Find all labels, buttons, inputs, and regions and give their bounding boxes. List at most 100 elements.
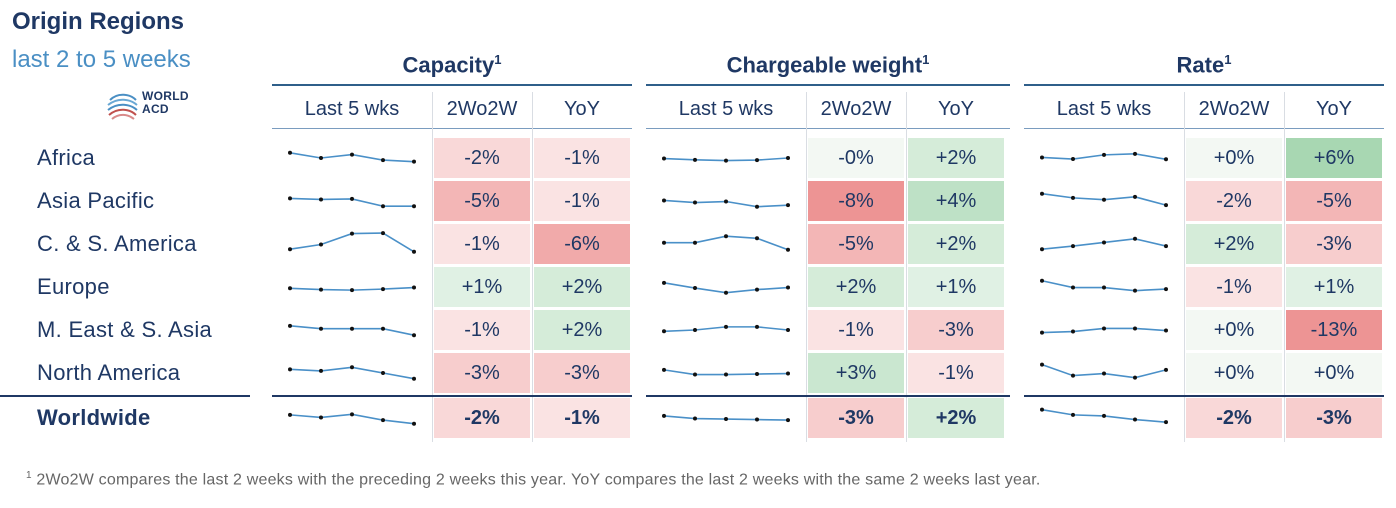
cell-2wo2w: -3% bbox=[808, 398, 904, 438]
sparkline-point bbox=[693, 328, 697, 332]
footnote-text: 2Wo2W compares the last 2 weeks with the… bbox=[31, 471, 1041, 489]
sparkline-point bbox=[662, 329, 666, 334]
sparkline-point bbox=[1164, 328, 1168, 333]
world-acd-logo: WORLD ACD bbox=[104, 88, 214, 128]
header-rule-2 bbox=[1024, 128, 1384, 129]
sparkline-point bbox=[1071, 157, 1075, 162]
group-title-sup: 1 bbox=[1224, 52, 1232, 67]
sparkline-point bbox=[662, 413, 666, 418]
sparkline-point bbox=[412, 159, 416, 164]
sparkline-point bbox=[350, 231, 354, 236]
column-separator bbox=[532, 92, 533, 442]
sparkline-point bbox=[755, 372, 759, 377]
cell-yoy: +6% bbox=[1286, 138, 1382, 178]
sparkline-point bbox=[724, 158, 728, 163]
cell-yoy: +2% bbox=[908, 398, 1004, 438]
sparkline-point bbox=[412, 249, 416, 254]
column-separator bbox=[1184, 92, 1185, 442]
cell-yoy: +1% bbox=[1286, 267, 1382, 307]
sparkline-point bbox=[319, 368, 323, 373]
sparkline-point bbox=[1102, 371, 1106, 376]
sparkline-point bbox=[350, 152, 354, 157]
sparkline-point bbox=[1040, 330, 1044, 335]
sparkline-point bbox=[755, 236, 759, 241]
cell-2wo2w: +3% bbox=[808, 353, 904, 393]
sparkline bbox=[662, 367, 790, 377]
sparkline bbox=[662, 156, 790, 163]
sparkline-point bbox=[350, 196, 354, 201]
cell-2wo2w: -5% bbox=[808, 224, 904, 264]
sparkline-point bbox=[350, 412, 354, 417]
cell-yoy: -3% bbox=[1286, 224, 1382, 264]
group-title-2: Rate1 bbox=[1024, 52, 1384, 82]
header-rule-1 bbox=[646, 128, 1010, 129]
sparkline bbox=[662, 198, 790, 209]
footnote-marker: 1 bbox=[26, 470, 32, 481]
group-title-0: Capacity1 bbox=[272, 52, 632, 82]
sparkline-point bbox=[1133, 417, 1137, 422]
cell-yoy: -13% bbox=[1286, 310, 1382, 350]
cell-yoy: +2% bbox=[534, 310, 630, 350]
sparkline-point bbox=[288, 323, 292, 328]
column-header: YoY bbox=[938, 98, 974, 120]
sparkline-point bbox=[319, 326, 323, 331]
cell-yoy: -3% bbox=[1286, 398, 1382, 438]
sparkline-line bbox=[289, 232, 415, 253]
sparkline bbox=[1040, 362, 1168, 380]
sparkline-point bbox=[1071, 285, 1075, 290]
cell-2wo2w: -1% bbox=[1186, 267, 1282, 307]
worldwide-rule-0 bbox=[272, 395, 632, 397]
sparkline bbox=[1040, 326, 1168, 335]
sparkline-point bbox=[412, 333, 416, 338]
cell-yoy: -1% bbox=[534, 138, 630, 178]
sparkline-point bbox=[755, 324, 759, 329]
header-rule-0 bbox=[272, 128, 632, 129]
sparkline-line bbox=[1041, 363, 1167, 379]
sparkline bbox=[288, 196, 416, 209]
sparkline-point bbox=[1040, 155, 1044, 160]
cell-2wo2w: -1% bbox=[434, 310, 530, 350]
column-header: 2Wo2W bbox=[446, 98, 518, 120]
sparkline-point bbox=[1164, 203, 1168, 208]
sparkline-point bbox=[724, 290, 728, 295]
sparkline-point bbox=[1133, 151, 1137, 156]
sparkline-point bbox=[1040, 407, 1044, 412]
sparkline-point bbox=[693, 200, 697, 205]
cell-yoy: +2% bbox=[534, 267, 630, 307]
sparkline-point bbox=[755, 204, 759, 209]
sparkline bbox=[662, 234, 790, 252]
sparkline-point bbox=[693, 240, 697, 245]
sparkline bbox=[288, 323, 416, 338]
row-label: C. & S. America bbox=[37, 231, 197, 256]
sparkline-point bbox=[724, 324, 728, 329]
sparkline-point bbox=[412, 285, 416, 290]
sparkline-point bbox=[1102, 240, 1106, 245]
row-label: Europe bbox=[37, 274, 110, 299]
sparkline bbox=[1040, 278, 1168, 293]
cell-yoy: +2% bbox=[908, 224, 1004, 264]
sparkline-point bbox=[350, 326, 354, 331]
cell-yoy: +2% bbox=[908, 138, 1004, 178]
cell-2wo2w: -2% bbox=[1186, 181, 1282, 221]
cell-2wo2w: -3% bbox=[434, 353, 530, 393]
sparkline-point bbox=[319, 156, 323, 160]
group-title-sup: 1 bbox=[494, 52, 502, 67]
sparkline-point bbox=[786, 371, 790, 376]
cell-2wo2w: -2% bbox=[434, 138, 530, 178]
group-rule-2 bbox=[1024, 84, 1384, 86]
sparkline-point bbox=[288, 367, 292, 372]
sparkline-point bbox=[786, 418, 790, 423]
sparkline-point bbox=[1164, 420, 1168, 425]
sparkline-point bbox=[1102, 197, 1106, 202]
group-rule-0 bbox=[272, 84, 632, 86]
sparkline-point bbox=[724, 234, 728, 239]
sparkline-point bbox=[319, 287, 323, 292]
sparkline-point bbox=[662, 367, 666, 372]
sparkline-point bbox=[288, 196, 292, 201]
sparkline-point bbox=[1164, 244, 1168, 249]
cell-2wo2w: -5% bbox=[434, 181, 530, 221]
sparkline-point bbox=[1071, 412, 1075, 417]
cell-yoy: -5% bbox=[1286, 181, 1382, 221]
logo-line2: ACD bbox=[142, 102, 169, 116]
cell-2wo2w: -1% bbox=[434, 224, 530, 264]
